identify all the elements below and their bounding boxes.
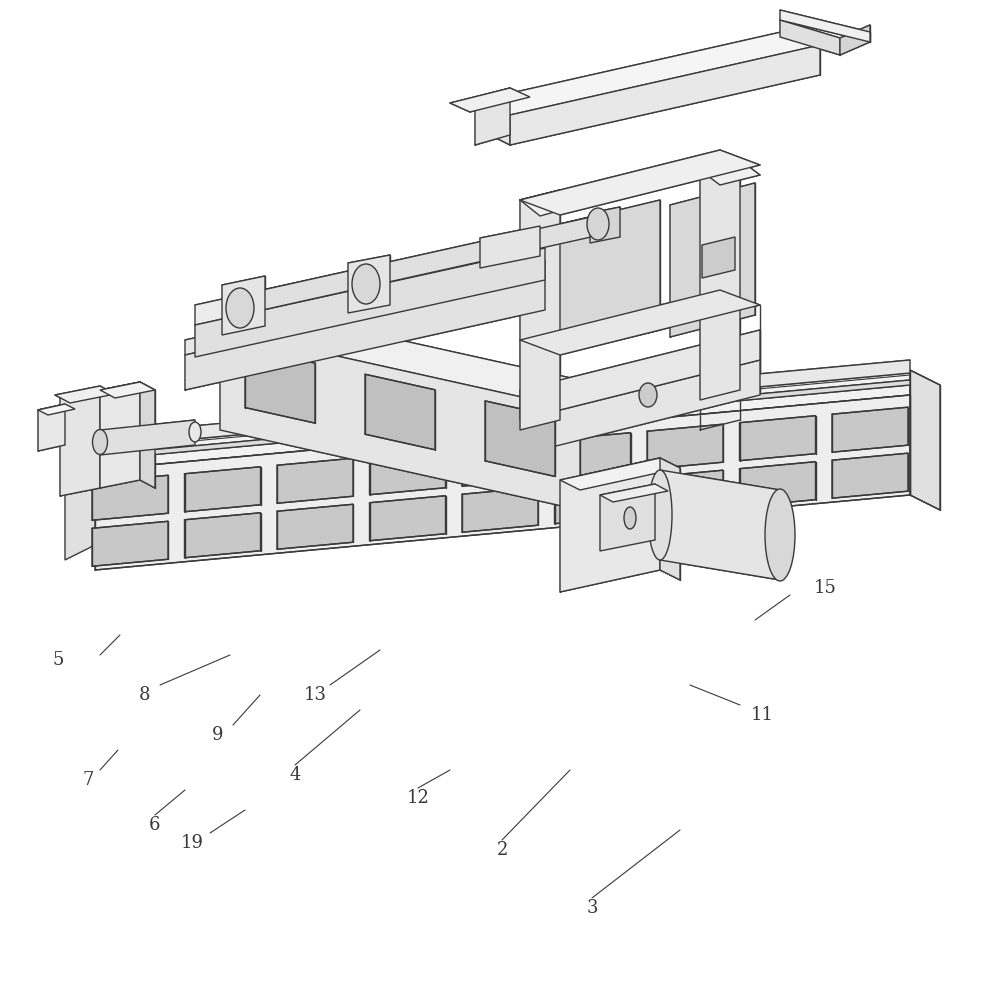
- Polygon shape: [95, 395, 910, 570]
- Ellipse shape: [624, 507, 636, 529]
- Polygon shape: [520, 190, 560, 430]
- Polygon shape: [100, 382, 140, 488]
- Polygon shape: [647, 424, 723, 469]
- Polygon shape: [240, 215, 600, 315]
- Polygon shape: [65, 445, 95, 560]
- Polygon shape: [520, 330, 760, 420]
- Polygon shape: [740, 415, 816, 461]
- Polygon shape: [780, 20, 840, 55]
- Polygon shape: [140, 382, 155, 488]
- Polygon shape: [100, 420, 195, 455]
- Polygon shape: [245, 347, 315, 423]
- Text: 12: 12: [407, 789, 429, 807]
- Ellipse shape: [92, 429, 108, 455]
- Polygon shape: [95, 370, 910, 470]
- Text: 5: 5: [52, 651, 64, 669]
- Polygon shape: [840, 25, 870, 55]
- Polygon shape: [184, 466, 260, 512]
- Polygon shape: [184, 513, 260, 558]
- Text: 15: 15: [814, 579, 836, 597]
- Polygon shape: [277, 459, 353, 503]
- Polygon shape: [780, 10, 870, 42]
- Polygon shape: [60, 390, 100, 496]
- Polygon shape: [195, 248, 545, 357]
- Polygon shape: [480, 30, 820, 115]
- Polygon shape: [702, 237, 735, 278]
- Polygon shape: [220, 330, 580, 510]
- Polygon shape: [277, 504, 353, 549]
- Polygon shape: [365, 374, 435, 450]
- Polygon shape: [462, 441, 538, 486]
- Polygon shape: [220, 300, 580, 410]
- Polygon shape: [510, 45, 820, 145]
- Polygon shape: [560, 458, 660, 592]
- Polygon shape: [195, 228, 545, 325]
- Ellipse shape: [189, 422, 201, 442]
- Polygon shape: [560, 458, 680, 490]
- Polygon shape: [450, 88, 530, 112]
- Text: 4: 4: [289, 766, 301, 784]
- Polygon shape: [480, 100, 510, 145]
- Polygon shape: [832, 454, 908, 498]
- Polygon shape: [95, 360, 910, 448]
- Polygon shape: [647, 470, 723, 516]
- Polygon shape: [700, 160, 740, 400]
- Polygon shape: [38, 404, 65, 451]
- Polygon shape: [670, 183, 755, 337]
- Polygon shape: [185, 275, 545, 390]
- Polygon shape: [600, 484, 655, 551]
- Polygon shape: [600, 484, 668, 502]
- Text: 2: 2: [496, 841, 508, 859]
- Ellipse shape: [352, 264, 380, 304]
- Polygon shape: [590, 207, 620, 243]
- Polygon shape: [462, 487, 538, 532]
- Text: 3: 3: [586, 899, 598, 917]
- Polygon shape: [480, 226, 540, 268]
- Ellipse shape: [639, 383, 657, 407]
- Ellipse shape: [648, 470, 672, 560]
- Polygon shape: [370, 496, 446, 541]
- Polygon shape: [100, 382, 155, 398]
- Ellipse shape: [587, 208, 609, 240]
- Text: 8: 8: [139, 686, 151, 704]
- Polygon shape: [832, 407, 908, 453]
- Ellipse shape: [226, 288, 254, 328]
- Polygon shape: [535, 200, 660, 360]
- Text: 13: 13: [304, 686, 326, 704]
- Polygon shape: [222, 276, 265, 335]
- Polygon shape: [92, 522, 168, 566]
- Polygon shape: [660, 458, 680, 580]
- Polygon shape: [95, 380, 910, 460]
- Polygon shape: [520, 290, 760, 355]
- Text: 7: 7: [82, 771, 94, 789]
- Polygon shape: [700, 160, 760, 185]
- Ellipse shape: [765, 489, 795, 581]
- Text: 9: 9: [212, 726, 224, 744]
- Polygon shape: [38, 404, 75, 415]
- Polygon shape: [660, 470, 780, 580]
- Polygon shape: [92, 475, 168, 521]
- Polygon shape: [554, 479, 631, 523]
- Text: 11: 11: [750, 706, 774, 724]
- Polygon shape: [185, 260, 545, 355]
- Polygon shape: [485, 400, 555, 476]
- Polygon shape: [520, 190, 580, 216]
- Polygon shape: [370, 450, 446, 495]
- Polygon shape: [520, 360, 760, 455]
- Polygon shape: [520, 150, 760, 215]
- Polygon shape: [910, 370, 940, 510]
- Text: 19: 19: [180, 834, 204, 852]
- Polygon shape: [554, 433, 631, 477]
- Polygon shape: [55, 386, 115, 403]
- Text: 6: 6: [149, 816, 161, 834]
- Polygon shape: [348, 255, 390, 313]
- Polygon shape: [475, 88, 510, 145]
- Polygon shape: [740, 461, 816, 507]
